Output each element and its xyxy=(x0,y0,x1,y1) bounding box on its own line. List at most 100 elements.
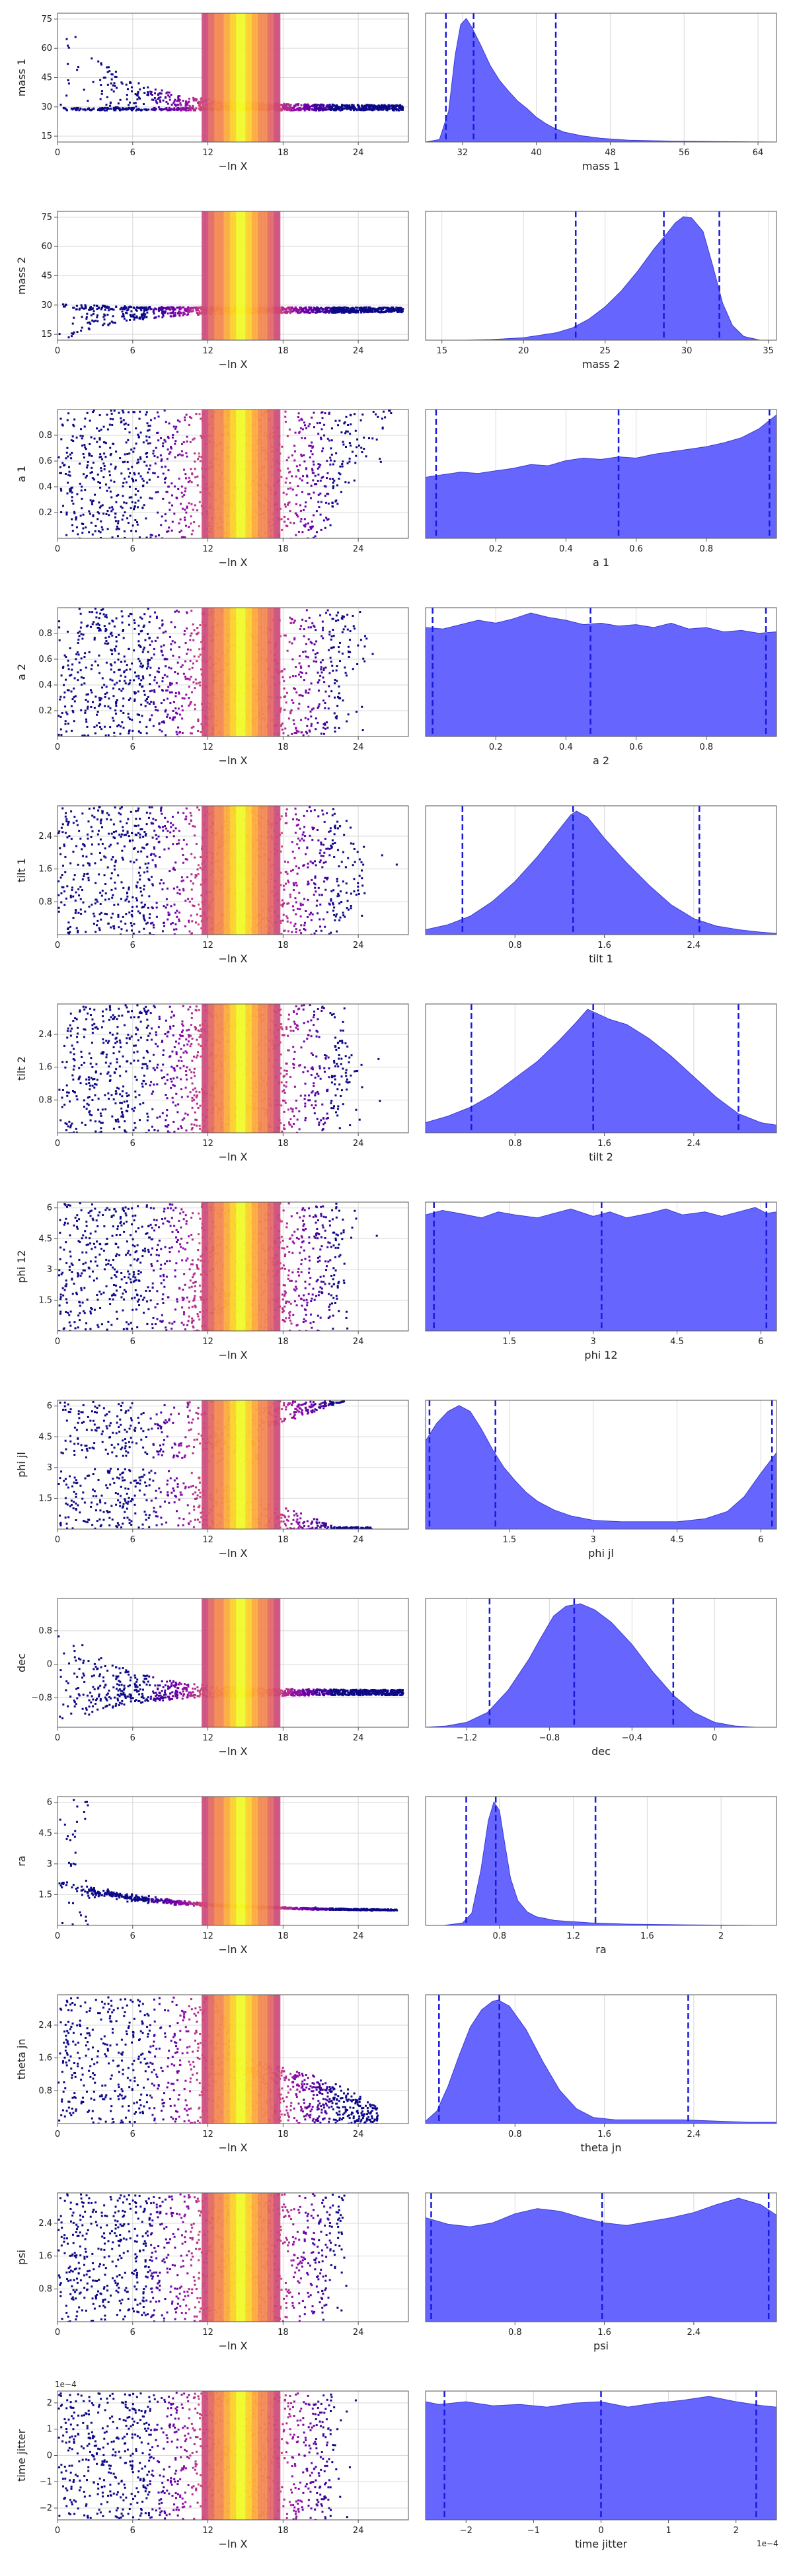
sample-point xyxy=(110,663,112,666)
sample-point xyxy=(304,104,307,107)
sample-point xyxy=(128,718,131,721)
sample-point xyxy=(57,910,60,913)
sample-point xyxy=(318,466,321,468)
sample-point xyxy=(173,107,176,110)
sample-point xyxy=(67,931,69,934)
sample-point xyxy=(347,310,350,312)
sample-point xyxy=(317,433,320,435)
sample-point xyxy=(71,451,73,454)
sample-point xyxy=(153,690,156,693)
sample-point xyxy=(60,438,63,441)
sample-point xyxy=(399,309,402,312)
sample-point xyxy=(117,520,120,522)
sample-point xyxy=(100,526,103,528)
sample-point xyxy=(317,681,319,684)
sample-point xyxy=(155,491,157,493)
sample-point xyxy=(304,650,307,653)
sample-point xyxy=(105,639,108,642)
sample-point xyxy=(162,442,165,445)
sample-point xyxy=(188,526,190,528)
x-tick-label: 25 xyxy=(599,346,611,356)
sample-point xyxy=(162,497,165,500)
sample-point xyxy=(334,827,337,830)
sample-point xyxy=(166,689,169,692)
sample-point xyxy=(80,304,83,306)
sample-point xyxy=(285,103,288,106)
sample-point xyxy=(143,316,145,319)
sample-point xyxy=(300,625,303,627)
sample-point xyxy=(160,92,163,95)
sample-point xyxy=(143,917,145,920)
sample-point xyxy=(322,311,325,314)
sample-point xyxy=(379,311,382,314)
sample-point xyxy=(329,310,332,312)
sample-point xyxy=(146,667,149,670)
sample-point xyxy=(93,707,96,709)
sample-point xyxy=(186,505,188,508)
sample-point xyxy=(177,726,180,729)
sample-point xyxy=(358,306,361,309)
sample-point xyxy=(328,633,331,636)
sample-point xyxy=(78,635,81,637)
sample-point xyxy=(147,92,149,95)
sample-point xyxy=(371,310,373,313)
sample-point xyxy=(103,452,106,455)
sample-point xyxy=(137,644,140,647)
sample-point xyxy=(315,105,318,108)
sample-point xyxy=(128,452,131,455)
density-strip xyxy=(254,410,259,538)
sample-point xyxy=(137,640,140,643)
sample-point xyxy=(169,717,171,719)
sample-point xyxy=(312,707,315,710)
sample-point xyxy=(164,465,167,468)
x-tick-label: 35 xyxy=(763,346,774,356)
sample-point xyxy=(82,527,85,530)
sample-point xyxy=(109,447,112,449)
sample-point xyxy=(305,468,307,470)
sample-point xyxy=(127,308,130,311)
sample-point xyxy=(196,868,199,871)
sample-point xyxy=(85,448,87,450)
sample-point xyxy=(302,475,305,478)
sample-point xyxy=(188,480,191,482)
sample-point xyxy=(178,888,181,891)
sample-point xyxy=(72,423,75,426)
sample-point xyxy=(113,731,116,734)
sample-point xyxy=(197,458,200,460)
sample-point xyxy=(184,105,187,108)
sample-point xyxy=(381,310,383,313)
x-axis-label: −ln X xyxy=(218,358,247,371)
sample-point xyxy=(82,513,85,516)
sample-point xyxy=(293,638,296,641)
sample-point xyxy=(196,98,198,101)
sample-point xyxy=(199,624,202,627)
sample-point xyxy=(100,728,102,731)
sample-point xyxy=(128,106,130,109)
sample-point xyxy=(136,506,139,509)
density-strip xyxy=(208,608,212,736)
sample-point xyxy=(167,306,169,308)
sample-point xyxy=(369,308,371,311)
sample-point xyxy=(61,666,64,669)
sample-point xyxy=(351,450,354,453)
sample-point xyxy=(342,699,344,701)
sample-point xyxy=(62,665,65,668)
density-strip xyxy=(233,13,237,142)
sample-point xyxy=(104,456,107,458)
density-strip xyxy=(217,410,221,538)
sample-point xyxy=(167,530,170,532)
sample-point xyxy=(124,478,126,480)
plot-frame xyxy=(57,211,409,341)
sample-point xyxy=(82,633,85,636)
sample-point xyxy=(166,675,169,678)
sample-point xyxy=(154,676,157,678)
sample-point xyxy=(287,503,289,506)
sample-point xyxy=(295,503,297,505)
x-tick-label: 0.4 xyxy=(559,742,573,752)
sample-point xyxy=(194,460,196,463)
sample-point xyxy=(350,310,353,312)
sample-point xyxy=(67,44,69,47)
plot-frame xyxy=(425,409,777,539)
sample-point xyxy=(122,461,124,464)
sample-point xyxy=(323,681,326,684)
